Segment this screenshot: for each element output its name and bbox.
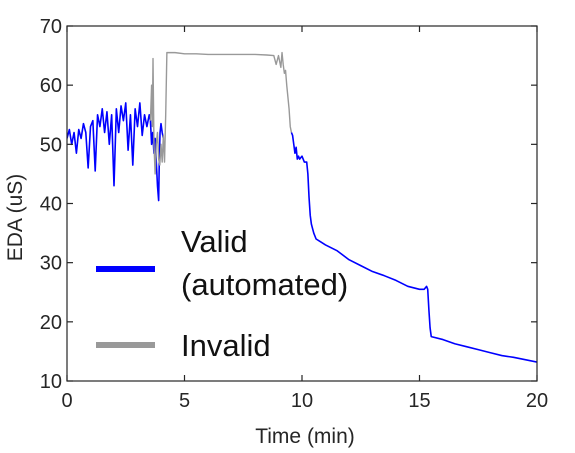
x-tick-label: 5 [179,390,190,412]
y-tick-label: 50 [40,134,62,156]
x-tick-label: 0 [61,390,72,412]
y-axis-label: EDA (uS) [4,174,27,262]
y-tick-label: 20 [40,312,62,334]
legend-layer: Valid (automated) Invalid [96,224,348,363]
legend-label-valid: Valid [181,224,248,259]
series-line-valid-segment-2 [290,132,537,363]
series-layer [67,51,537,363]
y-tick-label: 40 [40,194,62,216]
x-tick-label: 10 [291,390,313,412]
x-tick-label: 20 [526,390,548,412]
x-tick-label: 15 [408,390,430,412]
y-tick-label: 30 [40,253,62,275]
y-tick-label: 10 [40,371,62,393]
series-line-valid-segment-1 [67,102,165,202]
x-axis-label: Time (min) [255,425,355,448]
series-line-invalid-segment-1 [149,51,293,175]
y-tick-label: 70 [40,16,62,38]
y-tick-label: 60 [40,75,62,97]
plot-frame [66,25,538,382]
axes-layer: 0 5 10 15 20 10 20 30 40 50 60 70 Time (min) EDA (uS) [4,16,548,448]
legend-label-invalid: Invalid [181,328,271,363]
legend-label-valid: (automated) [181,267,348,302]
